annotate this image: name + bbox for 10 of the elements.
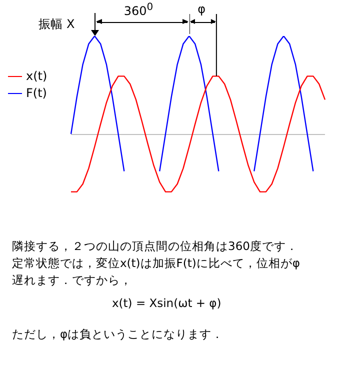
text: 定常状態では，変位x(t)は加振F(t)に比べて，位相がφ [12, 255, 300, 272]
legend-label: F(t) [25, 86, 47, 100]
text: 遅れます．ですから， [12, 272, 133, 289]
text: 振幅 X [38, 16, 75, 33]
text: 隣接する，２つの山の頂点間の位相角は360度です． [12, 238, 299, 255]
text: φ [198, 2, 206, 16]
text: 360$^{0}$ [124, 2, 154, 18]
legend-label: x(t) [25, 69, 48, 83]
text: ただし，φは負ということになります． [12, 326, 225, 343]
text: x(t) = Xsin(ωt + φ) [111, 295, 222, 312]
